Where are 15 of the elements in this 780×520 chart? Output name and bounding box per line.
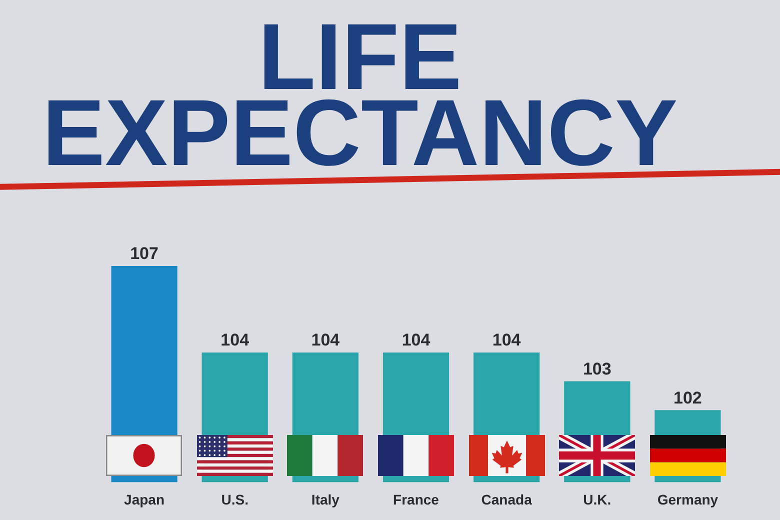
x-tick-label: Germany xyxy=(657,491,718,508)
x-tick-label: U.K. xyxy=(583,491,612,508)
chart-title: LIFE EXPECTANCY xyxy=(41,4,679,185)
x-tick-label: Italy xyxy=(311,491,340,508)
data-label: 104 xyxy=(220,330,250,350)
data-label: 104 xyxy=(402,330,431,350)
x-tick-label: Canada xyxy=(481,491,532,508)
x-tick-label: France xyxy=(393,491,440,508)
data-label: 103 xyxy=(582,359,612,378)
data-label: 104 xyxy=(311,330,340,350)
x-tick-label: U.S. xyxy=(221,491,248,508)
data-label: 102 xyxy=(674,388,702,408)
x-tick-label: Japan xyxy=(124,491,165,508)
data-label: 107 xyxy=(130,244,158,264)
data-label: 104 xyxy=(492,330,522,350)
